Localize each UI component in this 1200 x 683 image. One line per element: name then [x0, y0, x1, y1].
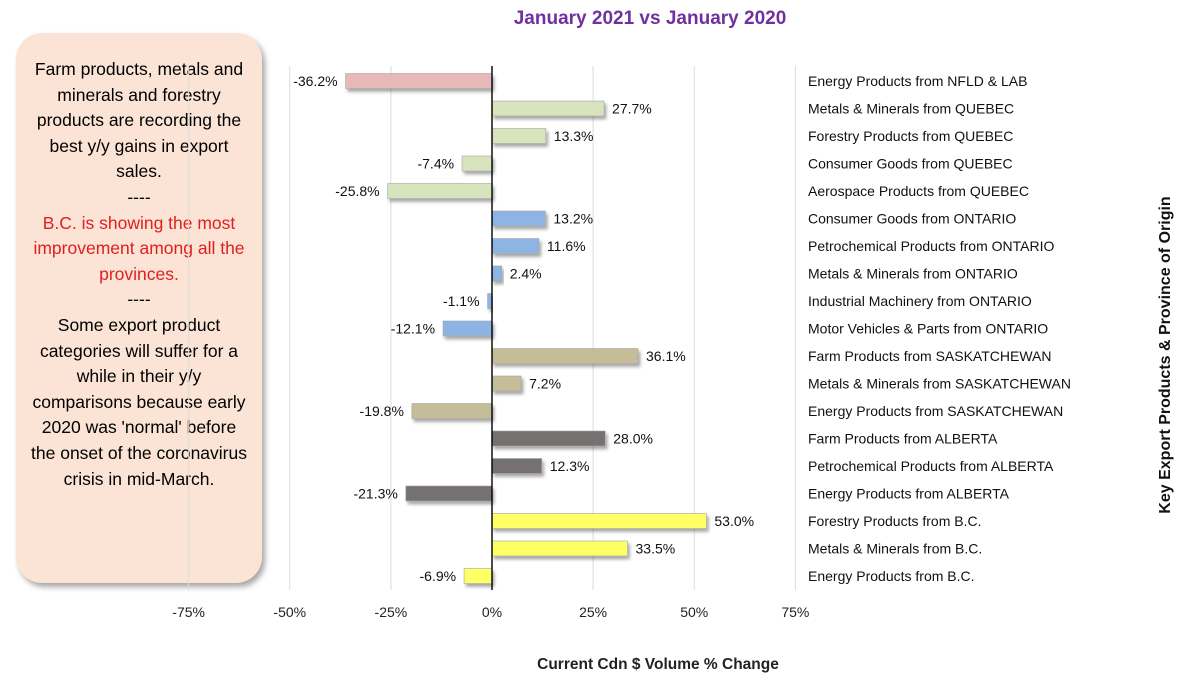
x-axis-title: Current Cdn $ Volume % Change — [537, 656, 779, 673]
bar — [491, 458, 543, 474]
category-label: Metals & Minerals from B.C. — [808, 541, 982, 557]
category-label: Metals & Minerals from QUEBEC — [808, 101, 1014, 117]
category-label: Petrochemical Products from ALBERTA — [808, 458, 1054, 474]
category-label: Farm Products from SASKATCHEWAN — [808, 348, 1051, 364]
category-label: Energy Products from SASKATCHEWAN — [808, 403, 1063, 419]
bar-value-label: -6.9% — [420, 568, 457, 584]
bar — [491, 513, 707, 529]
category-label: Motor Vehicles & Parts from ONTARIO — [808, 321, 1048, 337]
bar-value-label: -36.2% — [293, 73, 337, 89]
category-label: Metals & Minerals from SASKATCHEWAN — [808, 376, 1071, 392]
x-tick-labels: -75% -50% -25% 0% 25% 50% 75% — [172, 604, 809, 620]
x-tick-label: 75% — [781, 604, 809, 620]
bar — [491, 128, 547, 144]
gridlines — [188, 66, 796, 590]
x-tick-label: -25% — [375, 604, 408, 620]
x-tick-label: 25% — [579, 604, 607, 620]
bar — [491, 348, 639, 364]
callout-separator-2: ---- — [127, 289, 151, 310]
category-label: Consumer Goods from QUEBEC — [808, 156, 1013, 172]
bar — [491, 210, 546, 227]
bar-value-label: 27.7% — [612, 101, 652, 117]
x-tick-label: -50% — [273, 604, 306, 620]
chart-title: January 2021 vs January 2020 — [513, 8, 787, 29]
category-label: Farm Products from ALBERTA — [808, 431, 998, 447]
category-label: Aerospace Products from QUEBEC — [808, 183, 1029, 199]
bar — [387, 183, 493, 199]
category-label: Forestry Products from B.C. — [808, 513, 981, 529]
bar-value-label: 11.6% — [547, 238, 586, 254]
category-label: Petrochemical Products from ONTARIO — [808, 238, 1054, 254]
bar — [411, 403, 493, 419]
commentary-callout: Farm products, metals and minerals and f… — [16, 33, 262, 583]
bar-value-label: 33.5% — [636, 541, 676, 557]
category-label: Industrial Machinery from ONTARIO — [808, 293, 1032, 309]
category-label: Energy Products from ALBERTA — [808, 486, 1010, 502]
bar-value-label: 7.2% — [529, 376, 561, 392]
bar-value-label: 53.0% — [714, 513, 754, 529]
category-label: Forestry Products from QUEBEC — [808, 128, 1013, 144]
category-label: Consumer Goods from ONTARIO — [808, 211, 1016, 227]
bar-value-label: 13.3% — [554, 128, 594, 144]
callout-separator-1: ---- — [127, 186, 151, 207]
bar-value-label: 36.1% — [646, 348, 686, 364]
callout-paragraph-1: Farm products, metals and minerals and f… — [34, 59, 244, 182]
callout-paragraph-2: B.C. is showing the most improvement amo… — [33, 212, 245, 284]
bar-value-label: 2.4% — [510, 266, 542, 282]
bar — [345, 73, 493, 89]
bar-value-label: -19.8% — [360, 403, 404, 419]
bar-value-label: -21.3% — [353, 486, 397, 502]
bar-value-label: -1.1% — [443, 293, 480, 309]
y-axis-title: Key Export Products & Province of Origin — [1157, 196, 1174, 514]
bar — [405, 485, 493, 502]
bar — [491, 375, 522, 392]
category-label: Energy Products from B.C. — [808, 568, 975, 584]
bar — [491, 238, 540, 254]
bar — [491, 540, 628, 557]
bar — [491, 100, 605, 117]
category-labels: Energy Products from NFLD & LAB Metals & … — [808, 73, 1071, 584]
bar — [463, 568, 493, 584]
bar — [491, 265, 503, 282]
bar — [442, 320, 493, 337]
bar — [491, 430, 606, 447]
x-tick-label: 0% — [482, 604, 502, 620]
bar-value-label: -7.4% — [417, 156, 454, 172]
category-label: Metals & Minerals from ONTARIO — [808, 266, 1018, 282]
bar-value-label: -12.1% — [391, 321, 435, 337]
x-tick-label: 50% — [680, 604, 708, 620]
bar-value-label: 12.3% — [550, 458, 590, 474]
bar — [461, 155, 493, 172]
bar-value-label: -25.8% — [335, 183, 379, 199]
category-label: Energy Products from NFLD & LAB — [808, 73, 1027, 89]
value-labels: -36.2% 27.7% 13.3% -7.4% -25.8% 13.2% 11.6% 2.4… — [293, 73, 754, 584]
bar-value-label: 13.2% — [553, 211, 593, 227]
x-tick-label: -75% — [172, 604, 205, 620]
bar-value-label: 28.0% — [613, 431, 653, 447]
